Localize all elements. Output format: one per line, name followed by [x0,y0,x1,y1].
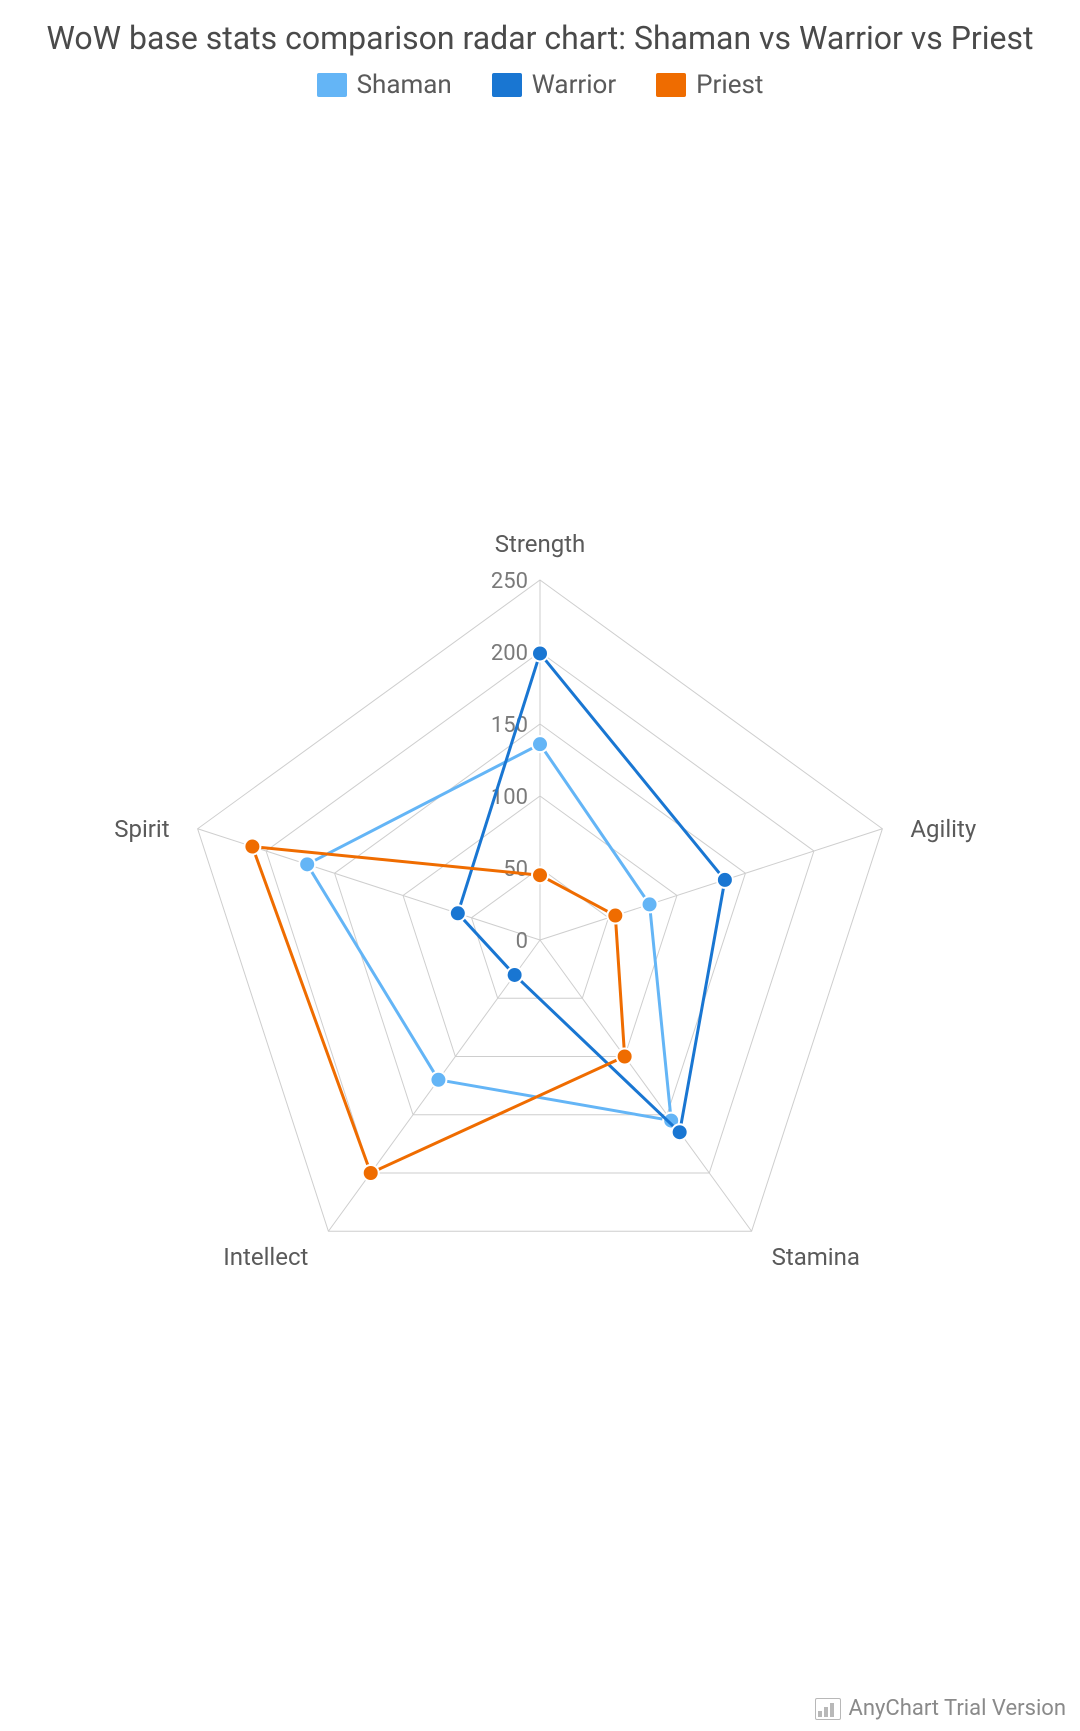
series-marker-priest[interactable] [532,867,548,883]
radar-chart: 050100150200250StrengthAgilityStaminaInt… [0,470,1080,1470]
series-marker-priest[interactable] [607,908,623,924]
legend-swatch [492,73,522,97]
series-marker-warrior[interactable] [717,872,733,888]
axis-label-strength: Strength [495,530,586,558]
series-marker-warrior[interactable] [450,905,466,921]
rtick-label: 200 [491,641,528,666]
chart-title: WoW base stats comparison radar chart: S… [0,0,1080,64]
credit-text: AnyChart Trial Version [849,1696,1067,1721]
credit-label: AnyChart Trial Version [815,1696,1067,1721]
series-marker-priest[interactable] [244,839,260,855]
legend-label: Priest [696,70,763,100]
chart-legend: Shaman Warrior Priest [0,70,1080,100]
series-line-priest [252,847,624,1173]
rtick-label: 50 [503,857,528,882]
legend-label: Warrior [532,70,616,100]
series-marker-shaman[interactable] [532,736,548,752]
legend-swatch [317,73,347,97]
series-marker-warrior[interactable] [672,1124,688,1140]
bar-chart-icon [815,1698,841,1720]
series-marker-shaman[interactable] [299,856,315,872]
series-marker-warrior[interactable] [507,967,523,983]
legend-swatch [656,73,686,97]
series-marker-shaman[interactable] [430,1072,446,1088]
legend-item-shaman[interactable]: Shaman [317,70,452,100]
axis-label-spirit: Spirit [114,815,170,843]
legend-item-warrior[interactable]: Warrior [492,70,616,100]
series-marker-priest[interactable] [363,1165,379,1181]
series-marker-priest[interactable] [617,1048,633,1064]
series-marker-warrior[interactable] [532,645,548,661]
legend-label: Shaman [357,70,452,100]
axis-label-stamina: Stamina [772,1243,860,1271]
series-marker-shaman[interactable] [642,896,658,912]
legend-item-priest[interactable]: Priest [656,70,763,100]
axis-label-agility: Agility [910,815,976,843]
rtick-label: 150 [491,713,528,738]
rtick-label: 0 [516,929,528,954]
rtick-label: 250 [491,569,528,594]
axis-label-intellect: Intellect [223,1243,308,1271]
